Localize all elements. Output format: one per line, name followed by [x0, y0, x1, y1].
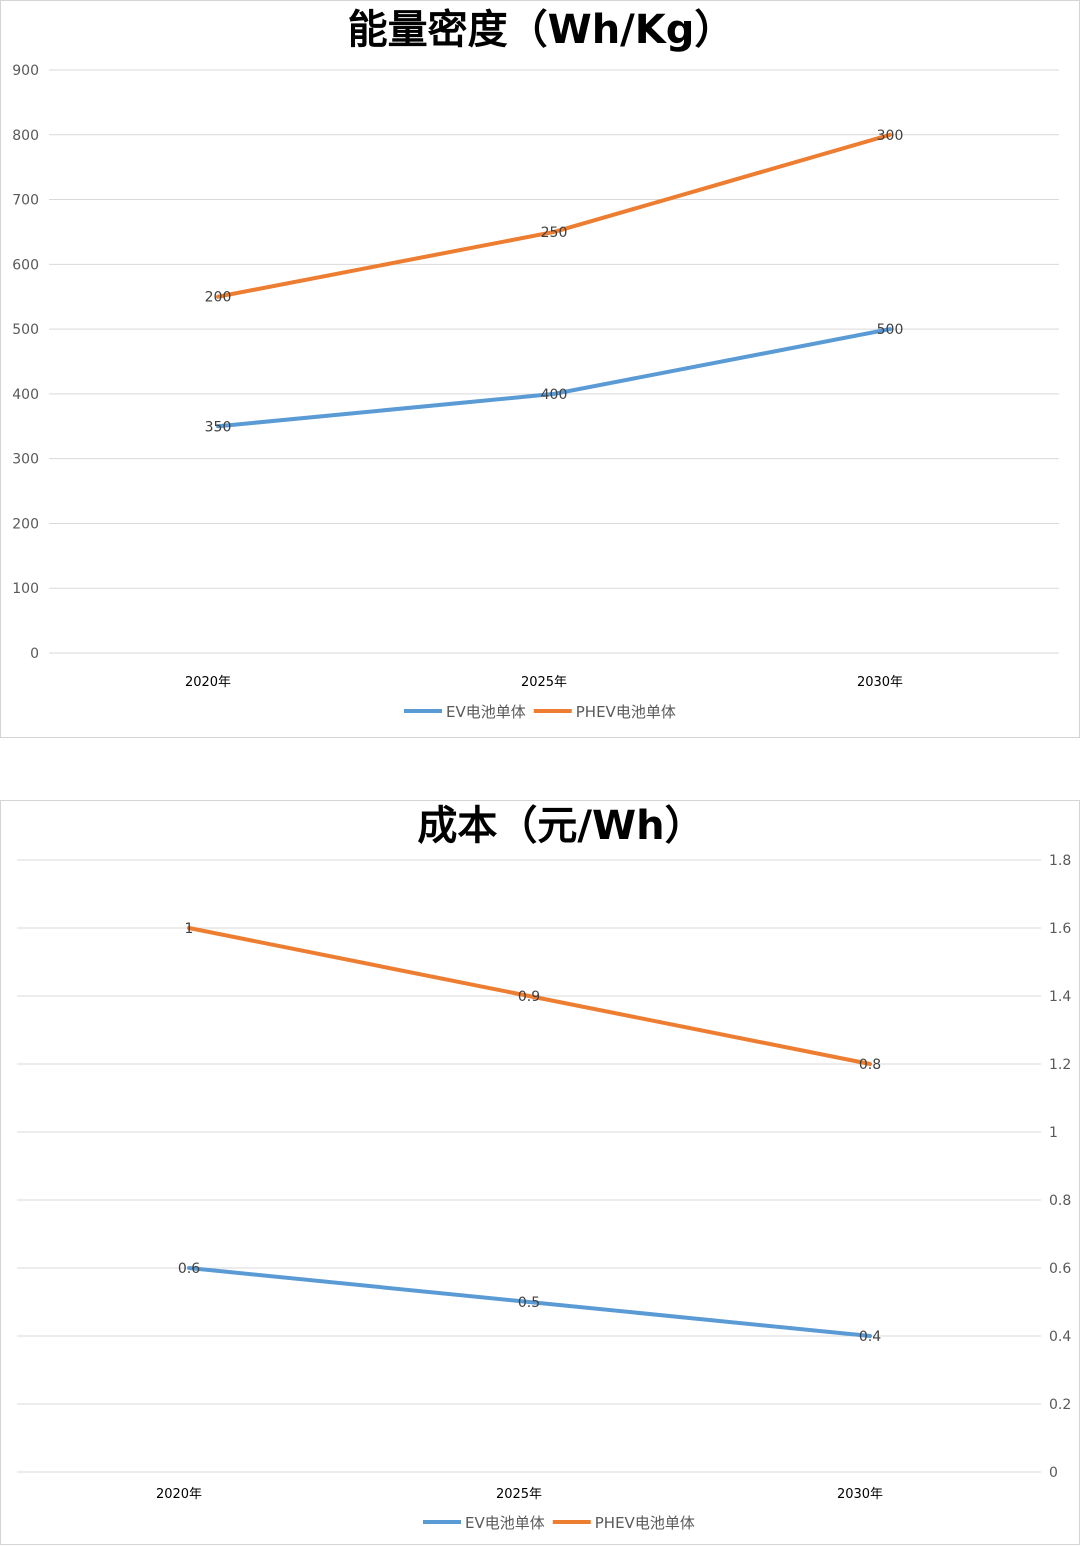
y-tick-label: 700 [12, 193, 39, 209]
energy-density-chart: 能量密度（Wh/Kg） 0 100 200 300 400 500 600 700 800 900… [12, 7, 1059, 721]
x-tick-label: 2025年 [496, 1487, 542, 1502]
data-point [216, 295, 220, 299]
y-tick-label: 0.8 [1049, 1193, 1071, 1209]
y-tick-label: 800 [12, 128, 39, 144]
data-point [187, 1266, 191, 1270]
y-tick-label: 1.2 [1049, 1057, 1071, 1073]
y-tick-label: 1 [1049, 1125, 1058, 1141]
data-point [527, 1300, 531, 1304]
data-point [868, 1062, 872, 1066]
x-tick-label: 2030年 [857, 675, 903, 690]
x-tick-label: 2025年 [521, 675, 567, 690]
data-point [888, 133, 892, 137]
data-point [216, 424, 220, 428]
chart-title: 能量密度（Wh/Kg） [348, 7, 735, 53]
data-point [552, 230, 556, 234]
energy-density-chart-panel: 能量密度（Wh/Kg） 0 100 200 300 400 500 600 700 800 900… [0, 0, 1080, 738]
y-tick-label: 0 [1049, 1465, 1058, 1481]
cost-chart: 成本（元/Wh） 0 0.2 0.4 0.6 0.8 1 1.2 1.4 1.6 1.8 2020年… [17, 803, 1071, 1532]
legend-label: PHEV电池单体 [576, 703, 676, 721]
series-line-phev [216, 132, 892, 299]
legend-label: EV电池单体 [465, 1514, 545, 1532]
y-tick-label: 300 [12, 452, 39, 468]
data-point [187, 926, 191, 930]
y-tick-label: 400 [12, 387, 39, 403]
data-label: 0.8 [859, 1057, 881, 1073]
data-label: 0.6 [178, 1261, 200, 1277]
data-label: 300 [877, 128, 904, 144]
y-tick-label: 1.4 [1049, 989, 1071, 1005]
y-tick-label: 500 [12, 322, 39, 338]
data-label: 200 [205, 290, 232, 306]
data-label: 350 [205, 419, 232, 435]
data-label: 250 [541, 225, 568, 241]
y-tick-label: 100 [12, 581, 39, 597]
legend-label: PHEV电池单体 [595, 1514, 695, 1532]
data-label: 400 [541, 387, 568, 403]
data-label: 1 [185, 921, 194, 937]
data-point [552, 392, 556, 396]
x-tick-label: 2020年 [185, 675, 231, 690]
data-label: 0.5 [518, 1295, 540, 1311]
y-tick-label: 1.6 [1049, 921, 1071, 937]
x-tick-label: 2020年 [156, 1487, 202, 1502]
data-point [527, 994, 531, 998]
data-label: 500 [877, 322, 904, 338]
series-line-ev [216, 327, 892, 429]
data-point [868, 1334, 872, 1338]
y-tick-label: 900 [12, 63, 39, 79]
y-tick-label: 0.2 [1049, 1397, 1071, 1413]
y-tick-label: 0.6 [1049, 1261, 1071, 1277]
data-label: 0.9 [518, 989, 540, 1005]
data-point [888, 327, 892, 331]
data-label: 0.4 [859, 1329, 881, 1345]
y-tick-label: 1.8 [1049, 853, 1071, 869]
y-tick-label: 0.4 [1049, 1329, 1071, 1345]
y-tick-label: 200 [12, 516, 39, 532]
chart-title: 成本（元/Wh） [417, 803, 704, 849]
cost-chart-panel: 成本（元/Wh） 0 0.2 0.4 0.6 0.8 1 1.2 1.4 1.6 1.8 2020年… [0, 800, 1080, 1545]
legend-label: EV电池单体 [446, 703, 526, 721]
x-tick-label: 2030年 [837, 1487, 883, 1502]
y-tick-label: 0 [30, 646, 39, 662]
y-tick-label: 600 [12, 257, 39, 273]
